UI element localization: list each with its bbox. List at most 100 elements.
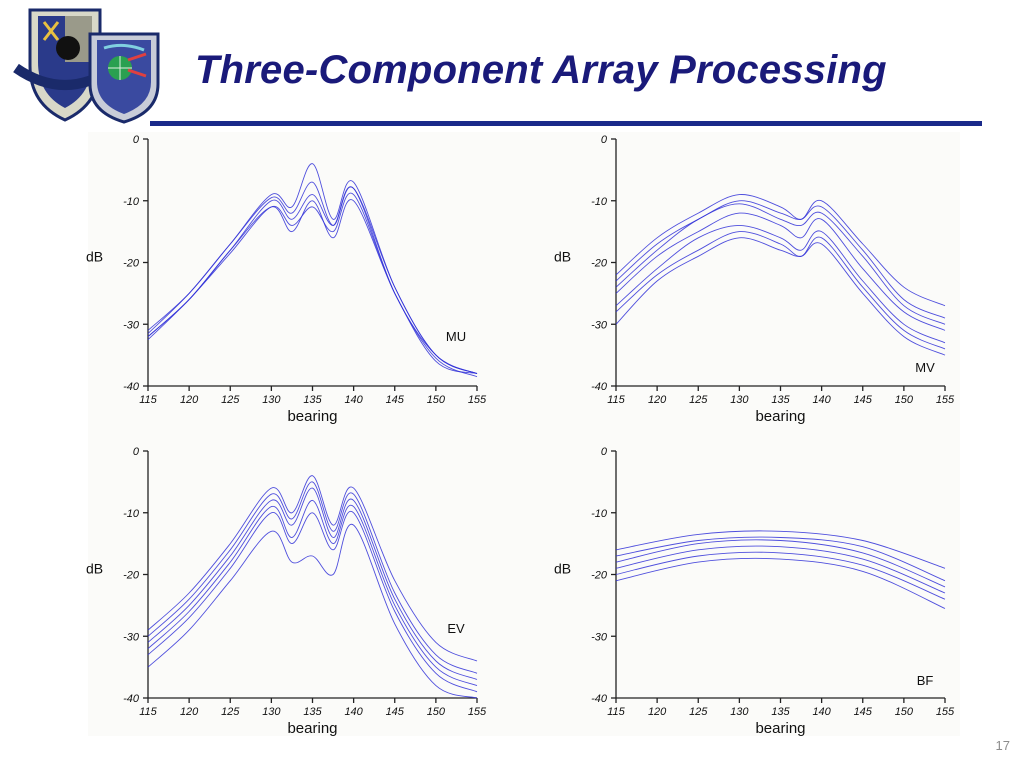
x-tick-label: 155: [468, 394, 487, 406]
x-tick-label: 130: [262, 394, 281, 406]
series-line: [615, 212, 946, 331]
x-tick-label: 140: [344, 706, 363, 718]
x-tick-label: 145: [854, 706, 873, 718]
page-number: 17: [995, 738, 1010, 753]
y-tick-label: -30: [591, 631, 608, 643]
series-line: [147, 163, 478, 375]
y-tick-label: 0: [601, 446, 608, 458]
x-axis-label: bearing: [287, 720, 337, 737]
x-tick-label: 155: [468, 706, 487, 718]
y-tick-label: -20: [591, 570, 608, 582]
y-tick-label: -30: [123, 631, 140, 643]
x-tick-label: 140: [344, 394, 363, 406]
y-tick-label: 0: [133, 446, 140, 458]
y-tick-label: -10: [591, 196, 608, 208]
series-line: [147, 499, 478, 687]
y-tick-label: -40: [123, 381, 140, 393]
x-tick-label: 145: [386, 706, 405, 718]
x-tick-label: 115: [607, 394, 625, 406]
y-axis-label: dB: [554, 249, 571, 265]
y-tick-label: -40: [591, 381, 608, 393]
series-line: [615, 231, 946, 350]
x-tick-label: 150: [427, 706, 446, 718]
series-line: [615, 539, 946, 588]
series-line: [147, 487, 478, 680]
series-line: [147, 199, 478, 375]
logos: [8, 4, 168, 124]
series-line: [147, 524, 478, 699]
x-tick-label: 135: [771, 394, 790, 406]
x-tick-label: 115: [139, 394, 157, 406]
x-axis-label: bearing: [755, 408, 805, 425]
x-tick-label: 125: [689, 394, 708, 406]
y-tick-label: 0: [133, 134, 140, 146]
series-line: [615, 237, 946, 356]
slide-title: Three-Component Array Processing: [195, 48, 887, 92]
x-tick-label: 130: [730, 706, 749, 718]
y-axis-label: dB: [86, 561, 103, 577]
x-tick-label: 120: [648, 706, 667, 718]
series-line: [147, 510, 478, 693]
air-force-technical-applications-center-seal: [88, 32, 160, 124]
x-tick-label: 155: [936, 706, 955, 718]
x-axis-label: bearing: [755, 720, 805, 737]
air-force-isr-agency-seal: [13, 8, 117, 122]
y-tick-label: -30: [591, 319, 608, 331]
series-line: [147, 475, 478, 662]
x-tick-label: 135: [303, 706, 322, 718]
series-line: [147, 481, 478, 674]
x-tick-label: 135: [771, 706, 790, 718]
x-tick-label: 155: [936, 394, 955, 406]
x-tick-label: 130: [730, 394, 749, 406]
series-line: [615, 557, 946, 609]
series-line: [615, 200, 946, 319]
x-tick-label: 115: [139, 706, 157, 718]
panel-label: MV: [915, 360, 935, 375]
x-tick-label: 115: [607, 706, 625, 718]
panel-label: MU: [446, 329, 466, 344]
y-axis-label: dB: [554, 561, 571, 577]
y-tick-label: -40: [123, 693, 140, 705]
x-tick-label: 150: [895, 706, 914, 718]
series-line: [615, 224, 946, 344]
x-tick-label: 135: [303, 394, 322, 406]
x-tick-label: 140: [812, 706, 831, 718]
x-tick-label: 120: [180, 706, 199, 718]
x-tick-label: 145: [854, 394, 873, 406]
series-line: [615, 545, 946, 594]
y-tick-label: -30: [123, 319, 140, 331]
x-tick-label: 120: [648, 394, 667, 406]
series-line: [615, 203, 946, 325]
y-tick-label: -10: [591, 508, 608, 520]
series-line: [615, 530, 946, 569]
panel-label: BF: [917, 673, 934, 688]
y-axis-label: dB: [86, 249, 103, 265]
series-line: [615, 551, 946, 600]
series-line: [615, 536, 946, 582]
x-tick-label: 120: [180, 394, 199, 406]
x-tick-label: 125: [689, 706, 708, 718]
y-tick-label: -20: [123, 570, 140, 582]
x-tick-label: 145: [386, 394, 405, 406]
x-tick-label: 125: [221, 706, 240, 718]
series-line: [147, 181, 478, 375]
y-tick-label: -40: [591, 693, 608, 705]
panel-label: EV: [447, 621, 465, 636]
x-tick-label: 150: [427, 394, 446, 406]
y-tick-label: -20: [123, 258, 140, 270]
x-tick-label: 140: [812, 394, 831, 406]
x-axis-label: bearing: [287, 408, 337, 425]
y-tick-label: -10: [123, 196, 140, 208]
series-line: [147, 192, 478, 378]
y-tick-label: -20: [591, 258, 608, 270]
y-tick-label: -10: [123, 508, 140, 520]
series-line: [615, 194, 946, 307]
title-underline: [150, 121, 982, 126]
x-tick-label: 130: [262, 706, 281, 718]
y-tick-label: 0: [601, 134, 608, 146]
